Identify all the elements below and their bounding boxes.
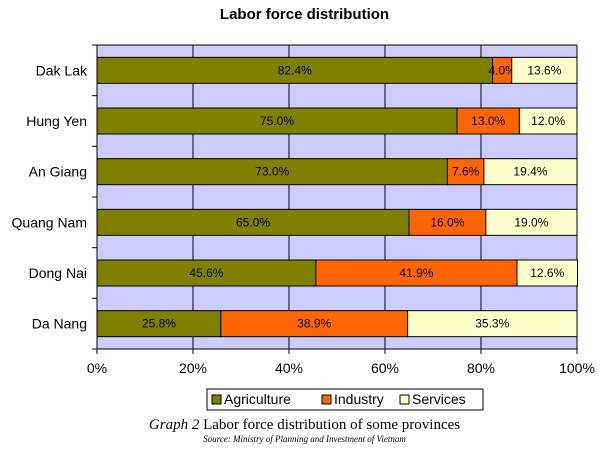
- data-label-hung-yen-industry: 13.0%: [471, 114, 505, 128]
- caption-text: Labor force distribution of some provinc…: [199, 417, 461, 433]
- legend-label-agriculture: Agriculture: [224, 391, 291, 407]
- bar-dak-lak-services: [511, 56, 578, 84]
- bar-da-nang-services: [407, 310, 578, 338]
- bar-hung-yen-agriculture: [96, 107, 458, 135]
- legend-swatch-agriculture: [211, 394, 222, 405]
- data-label-da-nang-agriculture: 25.8%: [142, 317, 176, 331]
- bar-hung-yen-services: [518, 107, 578, 135]
- data-label-dong-nai-agriculture: 45.6%: [189, 266, 223, 280]
- caption-graph-number: Graph 2: [148, 417, 200, 433]
- x-tick-label-2: 40%: [275, 360, 303, 376]
- data-label-dak-lak-agriculture: 82.4%: [278, 63, 312, 77]
- legend: [206, 388, 484, 411]
- bar-an-giang-industry: [446, 158, 485, 186]
- data-label-hung-yen-services: 12.0%: [531, 114, 565, 128]
- legend-swatch-services: [399, 394, 410, 405]
- bar-quang-nam-services: [485, 208, 578, 236]
- bar-quang-nam-industry: [408, 208, 487, 236]
- data-label-dak-lak-services: 13.6%: [527, 63, 561, 77]
- category-label-da-nang: Da Nang: [32, 316, 87, 332]
- category-label-dong-nai: Dong Nai: [29, 265, 87, 281]
- category-label-hung-yen: Hung Yen: [26, 113, 87, 129]
- category-label-quang-nam: Quang Nam: [12, 214, 87, 230]
- data-label-an-giang-services: 19.4%: [513, 165, 547, 179]
- bar-dong-nai-services: [516, 259, 578, 287]
- bar-hung-yen-industry: [456, 107, 520, 135]
- figure-caption: Graph 2 Labor force distribution of some…: [0, 417, 609, 434]
- chart-title: Labor force distribution: [219, 6, 390, 23]
- x-tick-label-4: 80%: [467, 360, 495, 376]
- bar-an-giang-services: [483, 158, 578, 186]
- bar-dong-nai-industry: [315, 259, 518, 287]
- bar-an-giang-agriculture: [96, 158, 448, 186]
- data-label-an-giang-agriculture: 73.0%: [255, 165, 289, 179]
- bar-da-nang-industry: [220, 310, 409, 338]
- x-tick-label-0: 0%: [87, 360, 107, 376]
- bar-dak-lak-agriculture: [96, 56, 494, 84]
- source-note: Source: Ministry of Planning and Investm…: [203, 434, 406, 444]
- legend-label-services: Services: [412, 391, 466, 407]
- x-tick-label-1: 20%: [179, 360, 207, 376]
- data-label-dong-nai-services: 12.6%: [530, 266, 564, 280]
- data-label-da-nang-industry: 38.9%: [297, 317, 331, 331]
- category-label-dak-lak: Dak Lak: [36, 62, 88, 78]
- data-label-an-giang-industry: 7.6%: [452, 165, 480, 179]
- data-label-dong-nai-industry: 41.9%: [399, 266, 433, 280]
- data-label-da-nang-services: 35.3%: [475, 317, 509, 331]
- legend-label-industry: Industry: [334, 391, 384, 407]
- data-label-quang-nam-industry: 16.0%: [430, 215, 464, 229]
- x-tick-label-3: 60%: [371, 360, 399, 376]
- bar-dong-nai-agriculture: [96, 259, 317, 287]
- data-label-quang-nam-services: 19.0%: [514, 215, 548, 229]
- bar-da-nang-agriculture: [96, 310, 222, 338]
- data-label-dak-lak-industry: 4.0%: [488, 63, 516, 77]
- data-label-hung-yen-agriculture: 75.0%: [260, 114, 294, 128]
- plot-area: [97, 45, 577, 349]
- x-tick-label-5: 100%: [559, 360, 595, 376]
- category-label-an-giang: An Giang: [29, 164, 87, 180]
- bar-quang-nam-agriculture: [96, 208, 410, 236]
- data-label-quang-nam-agriculture: 65.0%: [236, 215, 270, 229]
- legend-swatch-industry: [321, 394, 332, 405]
